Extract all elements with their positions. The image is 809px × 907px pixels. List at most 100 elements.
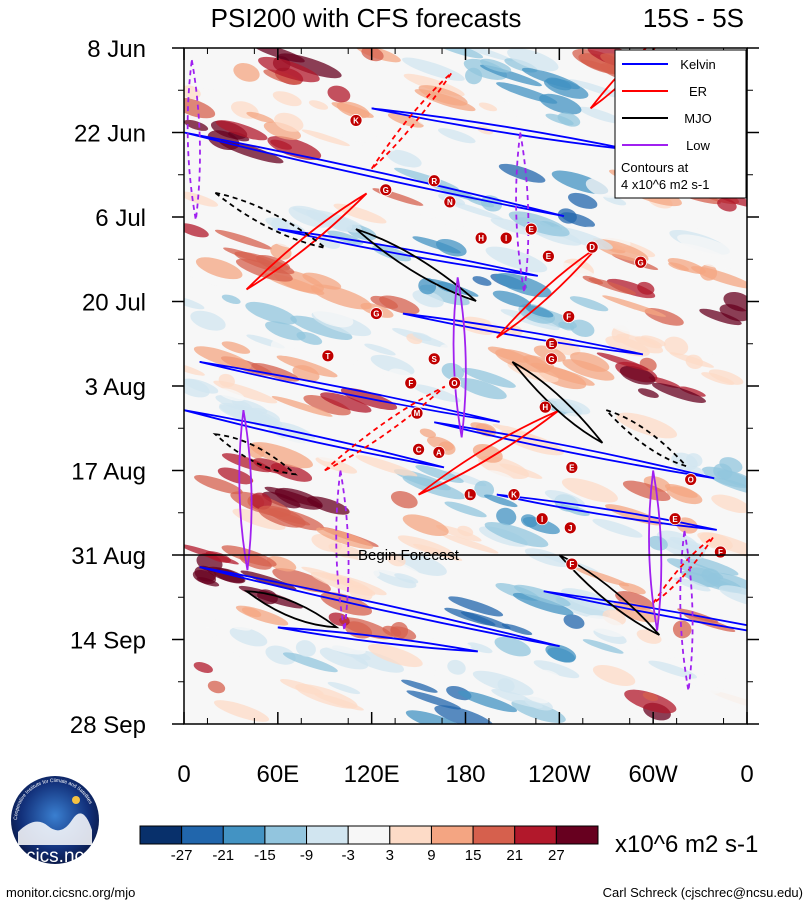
shading-patch <box>235 258 293 282</box>
shading-patch <box>679 386 706 397</box>
shading-patch <box>265 645 296 665</box>
shading-patch <box>513 584 571 607</box>
colorbar-swatch <box>139 825 183 845</box>
shading-patch <box>304 629 366 655</box>
storm-marker: K <box>507 488 521 502</box>
storm-letter: F <box>566 313 571 322</box>
shading-patch <box>570 352 610 372</box>
shading-patch <box>563 614 585 629</box>
shading-patch <box>360 119 420 142</box>
shading-patch <box>340 568 363 579</box>
shading-patch <box>195 257 243 280</box>
storm-letter: J <box>568 524 572 533</box>
colorbar-label: -9 <box>300 847 313 864</box>
shading-patch <box>695 681 721 694</box>
shading-patch <box>705 354 747 374</box>
shading-patch <box>461 367 516 388</box>
shading-patch <box>677 234 741 260</box>
shading-patch <box>205 551 231 563</box>
shading-patch <box>190 310 226 331</box>
shading-patch <box>221 341 251 354</box>
x-axis: 0 60E 120E 180 120W 60W 0 <box>177 48 754 788</box>
shading-patch <box>332 362 376 378</box>
shading-patch <box>184 223 209 238</box>
shading-patch <box>333 557 380 578</box>
footer-credit: Carl Schreck (cjschrec@ncsu.edu) <box>603 885 803 900</box>
storm-marker-circle <box>432 445 446 459</box>
kelvin-contour <box>199 360 500 423</box>
storm-marker-circle <box>668 512 682 526</box>
storm-marker-circle <box>563 521 577 535</box>
shading-patch <box>193 662 213 673</box>
shading-patch <box>327 230 364 245</box>
colorbar-swatch <box>555 825 599 845</box>
shading-patch <box>394 573 419 584</box>
shading-patch <box>348 584 373 601</box>
shading-patch <box>615 591 654 610</box>
shading-patch <box>663 336 689 356</box>
shading-patch <box>266 556 297 572</box>
colorbar-swatch <box>181 825 224 845</box>
legend-box <box>614 49 747 199</box>
shading-patch <box>561 478 618 503</box>
shading-patch <box>708 369 744 385</box>
storm-letter: A <box>436 448 442 457</box>
shading-patch <box>193 346 252 370</box>
shading-patch <box>652 382 706 403</box>
shading-patch <box>303 394 351 416</box>
shading-patch <box>301 129 350 147</box>
shading-patch <box>184 97 216 119</box>
low-contour <box>679 530 694 692</box>
shading-patch <box>648 660 697 679</box>
shading-patch <box>592 518 643 538</box>
storm-marker: A <box>432 445 446 459</box>
shading-patch <box>447 659 466 675</box>
colorbar-swatch <box>472 825 516 845</box>
storm-letter: F <box>569 560 574 569</box>
shading-patch <box>312 121 369 143</box>
colorbar-swatch <box>514 825 557 845</box>
region-label: 15S - 5S <box>643 3 744 33</box>
shading-patch <box>487 346 530 363</box>
shading-patch <box>379 295 420 315</box>
shading-patch <box>492 290 532 308</box>
legend: Kelvin ER MJO Low Contours at 4 x10^6 m2… <box>614 49 747 199</box>
logo-sun <box>72 796 80 804</box>
y-tick-label: 14 Sep <box>70 628 146 655</box>
shading-patch <box>312 305 354 328</box>
shading-patch <box>250 492 272 510</box>
shading-patch <box>524 548 570 567</box>
shading-patch <box>456 377 507 400</box>
storm-letter: T <box>325 352 330 361</box>
shading-patch <box>290 315 353 340</box>
shading-patch <box>684 555 739 576</box>
logo-mountains <box>18 813 92 845</box>
colorbar-label: -3 <box>342 847 355 864</box>
storm-letter: G <box>638 258 644 267</box>
y-tick-label: 3 Aug <box>85 374 146 401</box>
shading-patch <box>339 617 393 640</box>
shading-patch <box>582 639 624 654</box>
mjo-contour <box>243 590 340 629</box>
shading-patch <box>711 494 747 514</box>
shading-patch <box>217 467 254 485</box>
legend-label-mjo: MJO <box>684 111 711 126</box>
storm-letter: E <box>672 515 678 524</box>
shading-patch <box>719 457 743 473</box>
forecast-label: Begin Forecast <box>358 547 460 564</box>
shading-patch <box>214 229 273 250</box>
kelvin-contour <box>199 566 560 648</box>
storm-letter: K <box>353 116 359 125</box>
storm-marker: O <box>684 473 698 486</box>
storm-marker: I <box>535 512 549 526</box>
storm-marker-circle <box>634 255 648 269</box>
shading-patch <box>592 664 636 687</box>
shading-patch <box>406 690 461 710</box>
shading-patch <box>542 573 587 590</box>
shading-patch <box>282 652 338 673</box>
logo-text: cics.nc <box>26 846 84 867</box>
colorbar-swatch <box>430 825 474 845</box>
shading-patch <box>184 411 220 437</box>
shading-patch <box>648 376 681 389</box>
shading-patch <box>302 272 342 290</box>
